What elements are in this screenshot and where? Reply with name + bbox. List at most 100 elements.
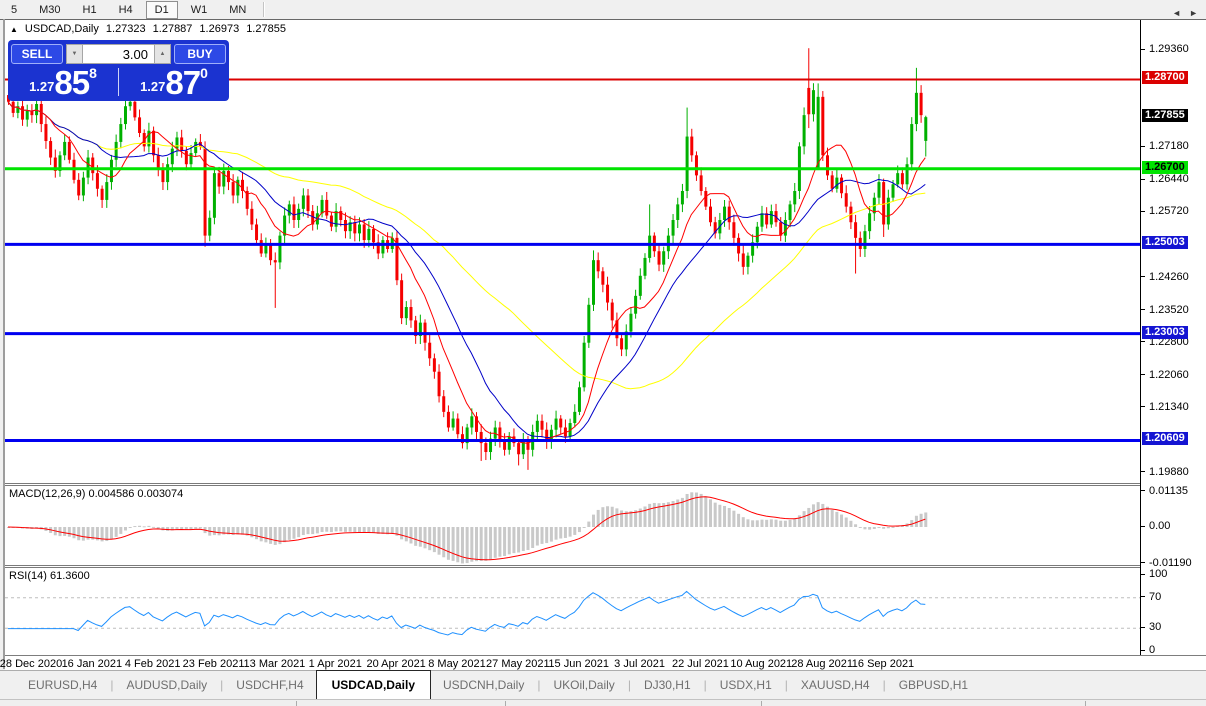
date-tick-label: 22 Jul 2021 xyxy=(671,658,729,670)
tab-gbpusd-h1[interactable]: GBPUSD,H1 xyxy=(898,678,969,692)
buy-price-digits: 87 xyxy=(165,64,201,101)
date-axis[interactable]: 28 Dec 2020 16 Jan 2021 4 Feb 2021 23 Feb 2… xyxy=(0,655,1206,670)
axis-tick xyxy=(1141,276,1145,278)
timeframe-button-mn[interactable]: MN xyxy=(229,3,247,16)
price-tick-label: 1.22060 xyxy=(1149,368,1189,381)
rsi-tick-label: 30 xyxy=(1149,621,1162,634)
volume-decrease-button[interactable]: ▼ xyxy=(66,44,83,64)
timeframe-button-h4[interactable]: H4 xyxy=(118,3,133,16)
axis-tick xyxy=(1141,374,1145,376)
chart-header: ▲ USDCAD,Daily 1.27323 1.27887 1.26973 1.2785… xyxy=(10,23,286,35)
chart-plot-background xyxy=(5,20,1140,655)
sell-price-digits: 85 xyxy=(54,64,90,101)
tab-usdcnh-daily[interactable]: USDCNH,Daily xyxy=(443,678,525,692)
timeframe-button-5[interactable]: 5 xyxy=(11,3,18,16)
timeframe-button-d1[interactable]: D1 xyxy=(145,0,178,19)
rsi-tick-label: 0 xyxy=(1149,644,1156,656)
macd-tick-label: 0.01135 xyxy=(1149,484,1188,497)
price-chart-canvas[interactable] xyxy=(5,21,1140,655)
ohlc-open: 1.27323 xyxy=(105,23,146,35)
macd-tick-label: -0.01190 xyxy=(1149,556,1192,569)
sell-button[interactable]: SELL xyxy=(11,44,63,64)
date-tick-label: 16 Jan 2021 xyxy=(61,658,123,670)
price-tick-label: 1.22800 xyxy=(1149,335,1189,348)
ohlc-high: 1.27887 xyxy=(152,23,193,35)
chart-tab-bar: EURUSD,H4 | AUDUSD,Daily | USDCHF,H4 USDCAD,D… xyxy=(0,670,1206,699)
axis-tick xyxy=(1141,471,1145,473)
timeframe-button-m30[interactable]: M30 xyxy=(39,3,61,16)
date-tick-label: 28 Aug 2021 xyxy=(791,658,854,670)
collapse-panel-icon[interactable]: ▲ xyxy=(10,25,18,34)
price-tick-label: 1.25720 xyxy=(1149,205,1189,218)
status-divider xyxy=(296,701,297,706)
axis-tick xyxy=(1141,210,1145,212)
price-level-label: 1.27855 xyxy=(1142,109,1188,123)
date-tick-label: 4 Feb 2021 xyxy=(124,658,181,670)
date-tick-label: 23 Feb 2021 xyxy=(182,658,245,670)
tab-usdx-h1[interactable]: USDX,H1 xyxy=(719,678,772,692)
date-tick-label: 13 Mar 2021 xyxy=(243,658,306,670)
one-click-trading-panel: SELL ▼ 3.00 ▲ BUY 1.27 85 8 1.27 87 0 xyxy=(8,40,229,101)
tab-xauusd-h4[interactable]: XAUUSD,H4 xyxy=(800,678,870,692)
tab-separator: | xyxy=(882,678,886,692)
tab-ukoil-daily[interactable]: UKOil,Daily xyxy=(553,678,615,692)
tab-separator: | xyxy=(784,678,788,692)
macd-pane xyxy=(7,492,928,564)
macd-tick-label: 0.00 xyxy=(1149,520,1171,532)
date-tick-label: 8 May 2021 xyxy=(428,658,486,670)
rsi-tick-label: 70 xyxy=(1149,590,1162,603)
rsi-tick-label: 100 xyxy=(1149,568,1168,580)
tab-scroll-arrows: ◄ ► xyxy=(1164,8,1198,18)
chart-window-top-border xyxy=(0,19,1206,20)
rsi-pane xyxy=(5,590,1140,636)
price-axis[interactable]: 1.29360 1.27180 1.26440 1.25720 1.24260 1.235… xyxy=(1140,20,1206,656)
rsi-indicator-label: RSI(14) 61.3600 xyxy=(9,570,90,582)
buy-button[interactable]: BUY xyxy=(174,44,226,64)
date-tick-label: 10 Aug 2021 xyxy=(730,658,793,670)
date-tick-label: 1 Apr 2021 xyxy=(308,658,362,670)
tab-usdcad-daily[interactable]: USDCAD,Daily xyxy=(315,670,431,699)
price-level-label: 1.25003 xyxy=(1142,236,1188,250)
axis-tick xyxy=(1141,406,1145,408)
price-level-label: 1.26700 xyxy=(1142,160,1188,174)
tab-eurusd-h4[interactable]: EURUSD,H4 xyxy=(28,678,98,692)
status-divider xyxy=(505,701,506,706)
buy-price-prefix: 1.27 xyxy=(140,79,166,94)
tab-usdchf-h4[interactable]: USDCHF,H4 xyxy=(236,678,304,692)
tab-scroll-left-icon[interactable]: ◄ xyxy=(1172,8,1182,18)
date-tick-label: 20 Apr 2021 xyxy=(366,658,426,670)
axis-tick xyxy=(1141,341,1145,343)
date-tick-label: 3 Jul 2021 xyxy=(614,658,665,670)
price-tick-label: 1.27180 xyxy=(1149,140,1189,153)
axis-tick xyxy=(1141,562,1145,564)
volume-increase-button[interactable]: ▲ xyxy=(154,44,171,64)
tab-audusd-daily[interactable]: AUDUSD,Daily xyxy=(126,678,208,692)
chart-symbol-title: USDCAD,Daily xyxy=(24,23,99,35)
tab-dj30-h1[interactable]: DJ30,H1 xyxy=(643,678,691,692)
buy-price-display[interactable]: 1.27 87 0 xyxy=(119,65,229,99)
timeframe-button-w1[interactable]: W1 xyxy=(190,3,208,16)
sell-price-pipette: 8 xyxy=(89,65,97,81)
tab-separator: | xyxy=(627,678,631,692)
price-divider xyxy=(118,68,119,96)
macd-indicator-label: MACD(12,26,9) 0.004586 0.003074 xyxy=(9,488,184,500)
price-tick-label: 1.21340 xyxy=(1149,400,1189,413)
axis-tick xyxy=(1141,490,1145,492)
tab-separator: | xyxy=(703,678,707,692)
down-arrow-icon: ▼ xyxy=(71,51,78,57)
up-arrow-icon: ▲ xyxy=(159,51,166,57)
axis-tick xyxy=(1141,573,1145,575)
timeframe-button-h1[interactable]: H1 xyxy=(82,3,97,16)
tab-scroll-right-icon[interactable]: ► xyxy=(1189,8,1198,18)
axis-tick xyxy=(1141,145,1145,147)
sell-price-display[interactable]: 1.27 85 8 xyxy=(8,65,118,99)
timeframe-toolbar: 5 M30 H1 H4 D1 W1 MN xyxy=(0,0,1206,19)
axis-tick xyxy=(1141,309,1145,311)
price-level-label: 1.23003 xyxy=(1142,325,1188,339)
price-level-label: 1.28700 xyxy=(1142,71,1188,85)
axis-tick xyxy=(1141,649,1145,651)
tab-separator: | xyxy=(110,678,114,692)
volume-input[interactable]: 3.00 xyxy=(83,44,154,64)
toolbar-separator xyxy=(263,2,266,17)
tab-separator: | xyxy=(537,678,541,692)
